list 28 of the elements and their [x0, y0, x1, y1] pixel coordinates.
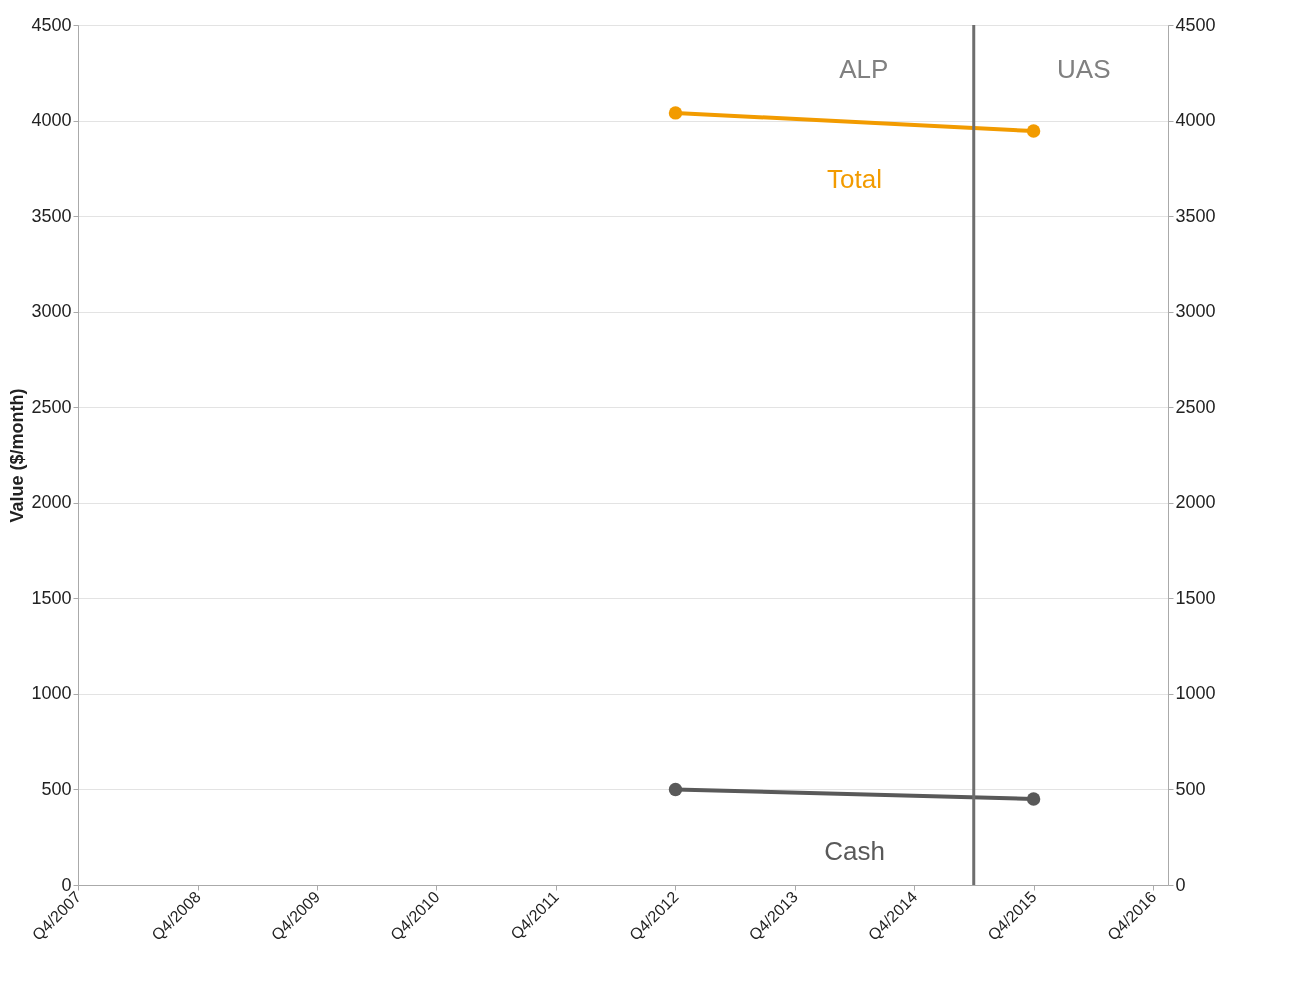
y2-tick-label: 3500 [1175, 205, 1216, 226]
y2-tick-label: 2500 [1175, 396, 1216, 417]
point [668, 782, 683, 797]
y-tick-label: 4000 [31, 110, 72, 131]
y2-tick-label: 2000 [1175, 492, 1216, 513]
point [1026, 792, 1041, 806]
point [1026, 124, 1041, 138]
point [668, 106, 683, 120]
y-tick-label: 500 [41, 778, 72, 799]
y-tick-label: 2500 [31, 396, 72, 417]
series-label: Total [827, 163, 882, 194]
y-tick-label: 2000 [31, 492, 72, 513]
y2-tick-label: 0 [1175, 874, 1186, 895]
y-tick-label: 1000 [31, 683, 72, 704]
y-tick-label: 4500 [31, 14, 72, 35]
series-label: Cash [824, 836, 885, 867]
y-tick-label: 3500 [31, 205, 72, 226]
y-tick-label: 1500 [31, 587, 72, 608]
y2-tick-label: 3000 [1175, 301, 1216, 322]
y-axis-title: Value ($/month) [7, 388, 28, 523]
annotation: UAS [1057, 54, 1111, 84]
y-tick-label: 3000 [31, 301, 72, 322]
y2-tick-label: 4000 [1175, 110, 1216, 131]
y2-tick-label: 500 [1175, 778, 1206, 799]
y2-tick-label: 1000 [1175, 683, 1216, 704]
y2-tick-label: 1500 [1175, 587, 1216, 608]
y2-tick-label: 4500 [1175, 14, 1216, 35]
annotation: ALP [839, 54, 889, 84]
